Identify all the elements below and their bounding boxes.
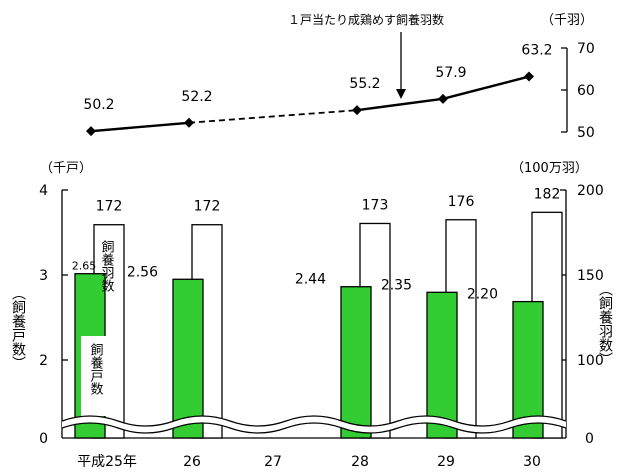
line-series: 50.2 52.2 55.2 57.9 63.2 xyxy=(83,43,553,137)
line-data-label: 52.2 xyxy=(181,89,212,105)
bar-series: 172 2.65 172 2.56 173 2.44 176 2.35 182 2.20 xyxy=(72,186,563,439)
x-tick-label: 29 xyxy=(437,454,455,470)
bar-households xyxy=(426,291,458,439)
bar-households-label: 2.35 xyxy=(381,277,412,293)
line-point xyxy=(438,93,448,104)
annotation-arrowhead xyxy=(396,89,406,99)
line-data-label: 55.2 xyxy=(349,76,380,92)
x-tick-label: 27 xyxy=(264,454,282,470)
bar-households-label: 2.56 xyxy=(127,264,158,280)
line-segment-dashed xyxy=(188,109,358,124)
bar-chart: （千戸） （100万羽） （飼養戸数） （飼養羽数） 4 3 2 0 200 1… xyxy=(10,161,613,470)
bar-birds-label: 182 xyxy=(534,186,561,202)
line-tick-label: 60 xyxy=(577,83,595,99)
legend-label-birds: 飼養羽数 xyxy=(99,240,115,292)
right-tick-label: 200 xyxy=(577,183,604,199)
line-segment xyxy=(90,121,190,133)
right-tick-label: 100 xyxy=(577,353,604,369)
left-axis-unit: （千戸） xyxy=(40,161,92,176)
right-axis-title: （飼養羽数） xyxy=(597,282,613,366)
line-point xyxy=(86,126,96,137)
legend-label-households: 飼養戸数 xyxy=(88,343,104,395)
line-point xyxy=(184,117,194,128)
bar-households-label: 2.20 xyxy=(467,287,498,303)
right-tick-label: 150 xyxy=(577,268,604,284)
x-tick-label: 28 xyxy=(351,454,369,470)
line-data-label: 63.2 xyxy=(521,43,552,59)
axis-break-line xyxy=(61,415,567,427)
left-axis-title: （飼養戸数） xyxy=(10,286,26,370)
line-chart: 70 60 50 （千羽） １戸当たり成鶏めす飼養羽数 50.2 52.2 55.2… xyxy=(83,12,594,141)
line-data-label: 50.2 xyxy=(83,97,114,113)
right-tick-label: 0 xyxy=(585,431,594,447)
line-point xyxy=(352,105,362,116)
bar-households xyxy=(512,300,544,439)
line-tick-label: 70 xyxy=(577,41,595,57)
bar-households xyxy=(340,286,372,439)
bar-birds-label: 172 xyxy=(194,199,221,215)
legend-box-households xyxy=(81,336,109,416)
axis-break-mask xyxy=(62,416,566,433)
left-tick-label: 0 xyxy=(39,431,48,447)
left-tick-label: 2 xyxy=(39,353,48,369)
line-unit-label: （千羽） xyxy=(541,13,593,28)
bar-birds-label: 173 xyxy=(362,197,389,213)
x-tick-label: 平成25年 xyxy=(77,454,137,470)
line-data-label: 57.9 xyxy=(435,65,466,81)
bar-households-label: 2.65 xyxy=(72,260,97,273)
line-point xyxy=(524,71,534,82)
line-segment xyxy=(356,97,444,112)
bar-birds-label: 172 xyxy=(96,199,123,215)
line-tick-label: 50 xyxy=(577,125,595,141)
line-annotation: １戸当たり成鶏めす飼養羽数 xyxy=(288,12,444,27)
bar-households xyxy=(172,278,204,439)
line-segment xyxy=(442,75,530,100)
right-axis-unit: （100万羽） xyxy=(511,161,588,176)
x-tick-label: 26 xyxy=(183,454,201,470)
x-tick-label: 30 xyxy=(523,454,541,470)
x-axis-labels: 平成25年 26 27 28 29 30 xyxy=(77,454,541,470)
left-tick-label: 3 xyxy=(39,268,48,284)
bar-households-label: 2.44 xyxy=(295,272,326,288)
bar-birds-label: 176 xyxy=(448,194,475,210)
axis-break-line xyxy=(61,422,567,434)
left-tick-label: 4 xyxy=(39,183,48,199)
